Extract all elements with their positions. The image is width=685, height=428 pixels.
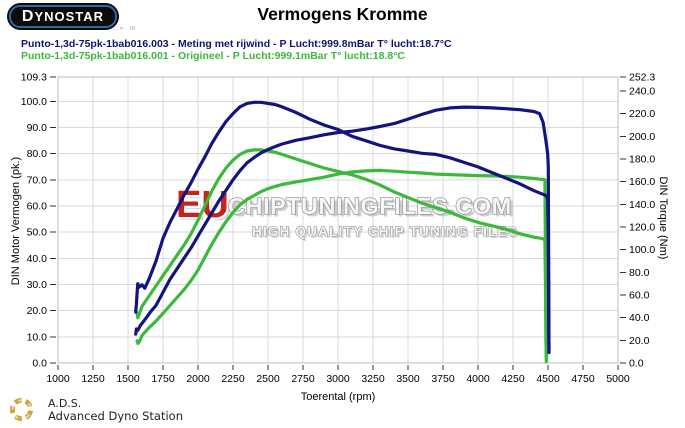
ads-abbreviation: A.D.S.: [48, 397, 82, 410]
y-right-tick-label: 200.0: [629, 131, 655, 143]
y-right-tick-label: 252.3: [629, 72, 655, 84]
y-axis-label-right: DIN Torque (Nm): [657, 176, 669, 260]
y-right-tick-label: 180.0: [629, 153, 655, 165]
svg-text:CHIPTUNINGFILES.COM: CHIPTUNINGFILES.COM: [231, 196, 515, 222]
curve-2: [134, 100, 551, 351]
dynostar-logo-ring: DYNOSTAR: [9, 5, 117, 28]
y-left-tick-label: 60.0: [27, 201, 48, 213]
x-tick-label: 2250: [221, 373, 245, 385]
y-left-tick-label: 40.0: [27, 253, 48, 265]
legend-run-tuned: Punto-1,3d-75pk-1bab016.003 - Meting met…: [21, 38, 452, 50]
legend-run-original: Punto-1,3d-75pk-1bab016.001 - Origineel …: [21, 50, 405, 62]
curves: [134, 100, 551, 364]
grid-lines: [58, 77, 618, 363]
legend: Punto-1,3d-75pk-1bab016.003 - Meting met…: [21, 38, 452, 62]
x-tick-label: 4500: [536, 373, 560, 385]
plot-border: [57, 76, 619, 364]
x-tick-label: 3000: [326, 373, 350, 385]
y-left-tick-label: 30.0: [27, 279, 48, 291]
curve-3: [134, 105, 551, 355]
x-tick-label: 2750: [291, 373, 315, 385]
x-tick-label: 2000: [186, 373, 210, 385]
y-left-tick-label: 109.3: [21, 72, 47, 84]
y-left-tick-label: 90.0: [27, 122, 48, 134]
y-left-tick-label: 70.0: [27, 174, 48, 186]
y-left-tick-label: 80.0: [27, 148, 48, 160]
y-left-tick-label: 50.0: [27, 227, 48, 239]
watermark-main-text: CHIPTUNINGFILES.COM: [228, 193, 512, 219]
svg-text:HIGH QUALITY CHIP TUNING FILES: HIGH QUALITY CHIP TUNING FILES: [254, 226, 520, 241]
y-left-tick-label: 10.0: [27, 331, 48, 343]
x-tick-label: 1000: [46, 373, 70, 385]
watermark-sub-text: HIGH QUALITY CHIP TUNING FILES: [252, 224, 518, 239]
x-tick-label: 4750: [571, 373, 595, 385]
y-right-tick-label: 160.0: [629, 176, 655, 188]
y-right-tick-label: 20.0: [629, 335, 650, 347]
y-left-tick-label: 0.0: [32, 358, 47, 370]
y-right-tick-label: 0.0: [629, 358, 644, 370]
y-left-tick-label: 100.0: [21, 96, 47, 108]
dynostar-logo-text: DYNOSTAR: [21, 7, 105, 25]
ads-full-name: Advanced Dyno Station: [48, 409, 183, 423]
axis-tick-labels: 1000 1250 1500 1750 2000 2250 2500 2750 3000 3250…: [21, 72, 656, 386]
y-left-tick-label: 20.0: [27, 305, 48, 317]
page-title: Vermogens Kromme: [257, 4, 428, 24]
y-right-tick-label: 220.0: [629, 108, 655, 120]
watermark-eu-text: EU: [176, 184, 229, 226]
y-right-tick-label: 80.0: [629, 267, 650, 279]
y-right-tick-label: 140.0: [629, 199, 655, 211]
x-tick-label: 4250: [501, 373, 525, 385]
curve-0: [135, 148, 548, 359]
x-tick-label: 1750: [151, 373, 175, 385]
x-tick-label: 3750: [431, 373, 455, 385]
y-right-tick-label: 40.0: [629, 312, 650, 324]
x-tick-label: 3500: [396, 373, 420, 385]
logo-fine-print: .:=. m: [114, 25, 137, 32]
x-tick-label: 3250: [361, 373, 385, 385]
x-tick-label: 2500: [256, 373, 280, 385]
y-axis-label-left: DIN Motor Vermogen (pk.): [10, 156, 22, 286]
x-tick-label: 4000: [466, 373, 490, 385]
x-tick-label: 5000: [606, 373, 630, 385]
y-right-tick-label: 100.0: [629, 244, 655, 256]
x-tick-label: 1500: [116, 373, 140, 385]
dynostar-logo: DYNOSTAR: [7, 3, 119, 30]
y-right-tick-label: 60.0: [629, 289, 650, 301]
axis-ticks: [50, 76, 626, 370]
y-right-tick-label: 120.0: [629, 221, 655, 233]
y-right-tick-label: 240.0: [629, 85, 655, 97]
x-axis-label: Toerental (rpm): [300, 391, 376, 403]
x-tick-label: 1250: [81, 373, 105, 385]
ads-swirl-icon: [9, 397, 34, 422]
